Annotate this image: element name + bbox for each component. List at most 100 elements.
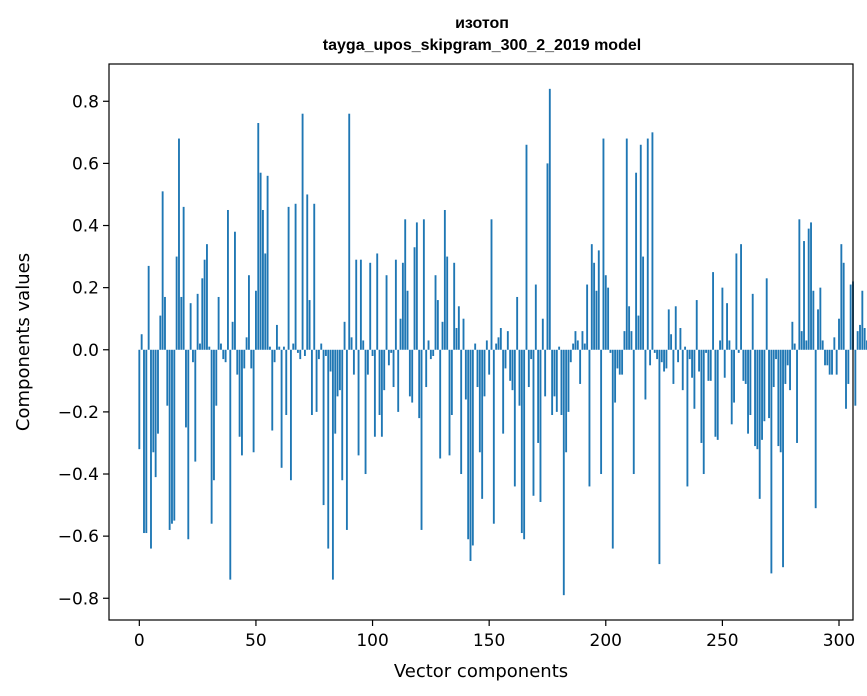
- bar-component-107: [387, 349, 390, 366]
- bar-component-124: [427, 340, 430, 350]
- bar-component-161: [513, 349, 516, 487]
- bar-component-129: [439, 349, 442, 459]
- bar-component-207: [621, 349, 624, 375]
- bar-component-35: [220, 343, 222, 350]
- bar-component-261: [747, 349, 749, 434]
- y-tick-label-4: 0.0: [72, 341, 99, 361]
- bar-component-66: [292, 343, 295, 350]
- bar-component-134: [450, 349, 453, 415]
- bar-component-32: [213, 349, 215, 481]
- bar-component-13: [168, 349, 171, 530]
- bar-component-92: [352, 349, 355, 375]
- bar-component-38: [227, 209, 229, 350]
- bar-component-89: [345, 349, 348, 530]
- bar-component-302: [842, 262, 845, 350]
- bar-component-183: [565, 349, 568, 453]
- bar-component-101: [373, 349, 376, 437]
- bar-component-218: [646, 138, 649, 350]
- x-tick-label-150: 150: [473, 631, 505, 651]
- bar-component-196: [595, 290, 598, 350]
- bar-component-50: [255, 290, 257, 350]
- bar-series: [138, 88, 867, 596]
- bar-component-169: [532, 349, 535, 496]
- bar-component-17: [178, 138, 180, 350]
- bar-component-248: [716, 349, 719, 440]
- bar-component-232: [679, 328, 682, 350]
- bar-component-297: [831, 349, 833, 375]
- bar-component-58: [273, 349, 276, 363]
- bar-component-208: [623, 331, 626, 350]
- bar-component-25: [196, 293, 199, 350]
- bar-component-53: [262, 209, 264, 350]
- bar-component-69: [299, 349, 302, 360]
- bar-component-180: [558, 346, 561, 350]
- bar-component-289: [812, 290, 815, 350]
- bar-component-245: [709, 349, 712, 381]
- bar-component-54: [264, 253, 267, 350]
- bar-component-110: [394, 259, 397, 350]
- y-axis-ticks: −0.8 −0.6 −0.4 −0.2 0.0 0.2 0.4 0.6 0.8: [58, 92, 109, 609]
- bar-component-243: [705, 349, 707, 353]
- bar-component-295: [826, 349, 829, 366]
- bar-component-290: [814, 349, 817, 509]
- bar-component-73: [308, 300, 311, 350]
- bar-component-296: [828, 349, 831, 375]
- x-axis-ticks: 0 50 100 150 200 250 300: [134, 620, 855, 651]
- bar-component-294: [824, 349, 826, 366]
- bar-component-213: [635, 172, 638, 350]
- bar-component-203: [611, 349, 614, 549]
- bar-component-291: [817, 309, 819, 350]
- bar-component-272: [772, 349, 775, 388]
- bar-component-40: [231, 321, 234, 350]
- bar-component-28: [203, 259, 206, 350]
- bar-component-87: [341, 349, 344, 481]
- bar-component-233: [681, 349, 684, 391]
- bar-component-97: [364, 349, 367, 475]
- bar-component-88: [343, 321, 346, 350]
- bar-component-63: [285, 349, 288, 415]
- bar-component-251: [723, 349, 726, 378]
- bar-component-36: [222, 349, 225, 360]
- bar-component-262: [749, 349, 752, 415]
- bar-component-254: [730, 349, 733, 425]
- bar-component-60: [278, 346, 281, 350]
- bar-component-29: [206, 244, 208, 350]
- bar-component-275: [779, 349, 782, 453]
- bar-component-126: [432, 349, 435, 356]
- bar-component-148: [483, 349, 486, 397]
- bar-component-71: [303, 349, 306, 356]
- bar-component-56: [268, 346, 271, 350]
- bar-component-222: [656, 349, 659, 360]
- bar-component-10: [161, 191, 164, 350]
- bar-component-260: [744, 349, 747, 384]
- bar-component-282: [796, 349, 798, 443]
- bar-component-144: [474, 343, 477, 350]
- bar-component-7: [154, 349, 157, 478]
- bar-component-185: [569, 349, 572, 363]
- bar-component-137: [457, 306, 460, 350]
- bar-component-155: [499, 328, 502, 350]
- chart-title-line-1: изотоп: [455, 15, 509, 32]
- bar-component-141: [467, 349, 470, 540]
- bar-component-113: [401, 262, 404, 350]
- bar-component-184: [567, 349, 570, 412]
- bar-component-247: [714, 349, 717, 437]
- bar-component-228: [670, 334, 673, 350]
- bar-component-172: [539, 349, 542, 502]
- bar-component-283: [798, 219, 801, 350]
- bar-component-59: [275, 324, 278, 350]
- bar-component-90: [348, 113, 351, 350]
- bar-component-194: [590, 244, 593, 350]
- bar-component-76: [315, 349, 318, 412]
- bar-component-1: [140, 334, 143, 350]
- bar-component-85: [336, 349, 339, 397]
- bar-component-99: [369, 262, 372, 350]
- bar-component-298: [833, 337, 836, 350]
- bar-component-9: [159, 315, 162, 350]
- bar-component-78: [320, 343, 323, 350]
- bar-component-105: [383, 349, 386, 391]
- bar-component-303: [845, 349, 847, 409]
- bar-component-146: [478, 349, 481, 453]
- bar-component-27: [201, 278, 204, 350]
